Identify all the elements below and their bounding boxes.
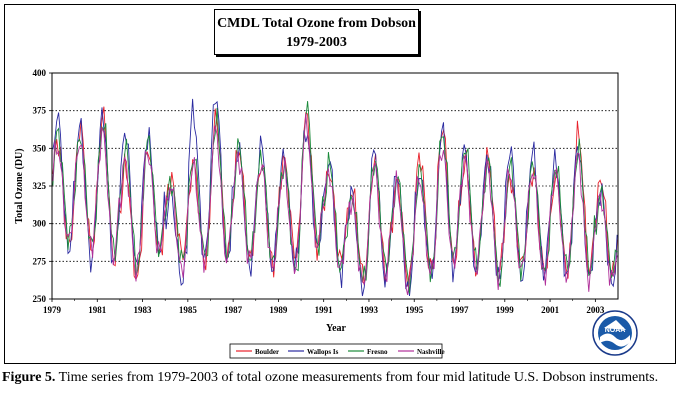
y-tick-labels: 250 275 300 325 350 375 400 (33, 68, 47, 304)
noaa-logo-text: NOAA (605, 327, 626, 334)
x-tick-label: 1987 (224, 305, 243, 315)
legend-label: Fresno (367, 348, 388, 356)
y-tick-label: 275 (33, 256, 47, 266)
series-line-nashville (52, 113, 618, 295)
chart-title: CMDL Total Ozone from Dobson (217, 16, 416, 31)
x-tick-label: 1997 (451, 305, 470, 315)
chart-subtitle: 1979-2003 (286, 35, 347, 50)
y-tick-label: 250 (33, 294, 47, 304)
x-tick-label: 1991 (315, 305, 334, 315)
y-axis-label: Total Ozone (DU) (14, 148, 25, 223)
legend-label: Wallops Is (307, 348, 339, 356)
y-tick-label: 400 (33, 68, 47, 78)
chart-title-box: CMDL Total Ozone from Dobson 1979-2003 (214, 9, 419, 55)
x-tick-label: 1989 (269, 305, 288, 315)
plot-area (51, 72, 619, 300)
x-tick-label: 1995 (405, 305, 424, 315)
y-tick-label: 300 (33, 219, 47, 229)
x-tick-labels: 1979 1981 1983 1985 1987 1989 1991 1993 1995 1997… (43, 305, 605, 315)
y-tick-label: 375 (33, 106, 47, 116)
y-tick-label: 325 (33, 181, 47, 191)
legend-label: Nashville (417, 348, 445, 356)
x-tick-label: 1999 (496, 305, 515, 315)
series-lines (52, 98, 618, 297)
x-tick-label: 1993 (360, 305, 379, 315)
x-tick-label: 2003 (586, 305, 605, 315)
x-axis-label: Year (326, 323, 347, 334)
caption-label: Figure 5. (2, 370, 56, 385)
x-tick-label: 1979 (43, 305, 62, 315)
y-tick-label: 350 (33, 143, 47, 153)
figure-caption: Figure 5. Time series from 1979-2003 of … (2, 370, 678, 386)
grid-lines (49, 72, 618, 302)
legend-label: Boulder (255, 348, 279, 356)
x-tick-label: 1985 (179, 305, 198, 315)
caption-text: Time series from 1979-2003 of total ozon… (55, 370, 659, 385)
noaa-logo: NOAA (592, 310, 638, 356)
legend-box (229, 343, 443, 359)
x-tick-label: 2001 (541, 305, 560, 315)
x-tick-label: 1983 (134, 305, 153, 315)
x-tick-label: 1981 (88, 305, 107, 315)
series-line-fresno (52, 101, 618, 294)
legend: Boulder Wallops Is Fresno Nashville (229, 343, 445, 359)
